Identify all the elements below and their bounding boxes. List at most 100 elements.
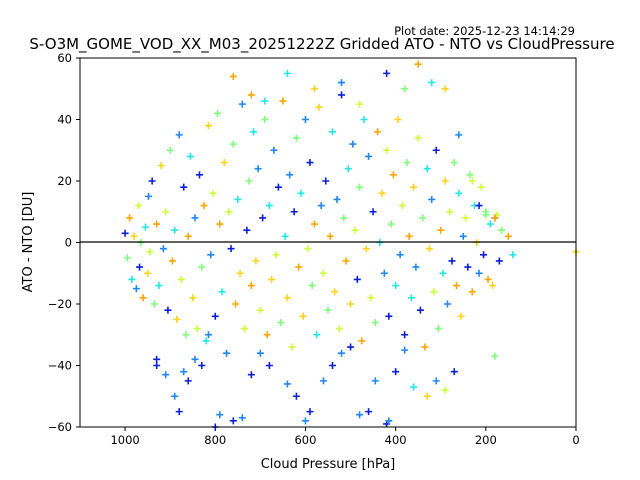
data-point [227, 245, 235, 253]
data-point [225, 208, 233, 216]
data-point [365, 152, 373, 160]
data-point [202, 337, 210, 345]
data-point [414, 60, 422, 68]
data-point [389, 171, 397, 179]
data-point [223, 349, 231, 357]
data-point [338, 91, 346, 99]
data-point [441, 85, 449, 93]
data-point [144, 269, 152, 277]
data-point [292, 134, 300, 142]
data-point [205, 122, 213, 130]
data-point [394, 116, 402, 123]
data-point [322, 177, 330, 185]
data-point [317, 202, 325, 210]
data-point [446, 208, 454, 216]
data-point [310, 85, 318, 93]
data-point [396, 251, 404, 259]
data-point [153, 362, 161, 369]
data-point [448, 257, 456, 265]
data-point [234, 195, 242, 203]
data-point [450, 368, 458, 376]
data-point [432, 146, 440, 154]
data-point [162, 208, 170, 216]
data-point [150, 300, 158, 308]
data-point [326, 232, 334, 240]
data-point [342, 257, 350, 265]
data-point [191, 355, 199, 363]
data-point [453, 282, 461, 290]
data-point [171, 226, 179, 234]
data-point [189, 294, 197, 302]
data-point [468, 177, 476, 185]
data-point [155, 282, 163, 290]
data-point [356, 411, 364, 419]
data-point [157, 162, 165, 170]
data-point [281, 232, 289, 240]
data-point [480, 251, 488, 259]
data-point [245, 177, 253, 185]
data-point [256, 349, 264, 357]
data-point [308, 282, 316, 290]
data-point [462, 214, 470, 222]
data-point [304, 245, 312, 253]
data-point [374, 128, 382, 136]
data-point [263, 331, 271, 339]
data-point [243, 226, 251, 234]
data-point [238, 100, 246, 108]
data-point [371, 377, 379, 385]
data-point [441, 177, 449, 185]
data-point [184, 377, 192, 385]
y-tick-label: 40 [57, 113, 72, 127]
data-point [489, 282, 497, 290]
data-point [306, 159, 314, 167]
data-point [430, 288, 438, 296]
data-point [184, 232, 192, 240]
data-point [401, 85, 409, 93]
data-point [313, 331, 321, 339]
data-point [182, 331, 190, 339]
data-point [254, 165, 262, 173]
chart-title: S-O3M_GOME_VOD_XX_M03_20251222Z Gridded … [29, 35, 614, 54]
data-point [198, 263, 206, 271]
data-point [416, 306, 424, 314]
data-point [153, 220, 161, 228]
data-point [387, 220, 395, 228]
data-point [173, 315, 181, 323]
data-point [466, 171, 474, 179]
data-point [175, 408, 183, 416]
data-point [250, 128, 258, 136]
axis-ticks: 1000 800 600 400 200 0 −60 −40 −20 0 20 40 60 [48, 51, 580, 447]
data-point [365, 408, 373, 416]
data-point [292, 392, 300, 400]
data-point [329, 362, 337, 369]
data-point [356, 100, 364, 108]
data-point [439, 269, 447, 277]
plot-date-subtitle: Plot date: 2025-12-23 14:14:29 [394, 24, 575, 38]
data-point [410, 383, 418, 391]
data-point [428, 195, 436, 203]
data-point [132, 285, 140, 293]
data-point [482, 211, 490, 219]
data-point [405, 232, 413, 240]
data-point [347, 300, 355, 308]
data-point [509, 251, 517, 259]
data-point [457, 312, 465, 320]
data-point [351, 226, 359, 234]
x-tick-label: 400 [385, 433, 407, 447]
data-point [164, 306, 172, 314]
data-point [301, 417, 309, 425]
y-tick-label: −20 [48, 297, 72, 311]
data-point [331, 288, 339, 296]
data-point [159, 245, 167, 253]
data-point [145, 192, 153, 200]
data-point [216, 411, 224, 419]
data-point [283, 69, 291, 77]
data-point [252, 257, 260, 265]
data-point [425, 245, 433, 253]
data-point [272, 251, 280, 259]
data-point [392, 368, 400, 376]
data-point [198, 362, 206, 369]
data-point [274, 183, 282, 191]
data-point [475, 202, 483, 210]
